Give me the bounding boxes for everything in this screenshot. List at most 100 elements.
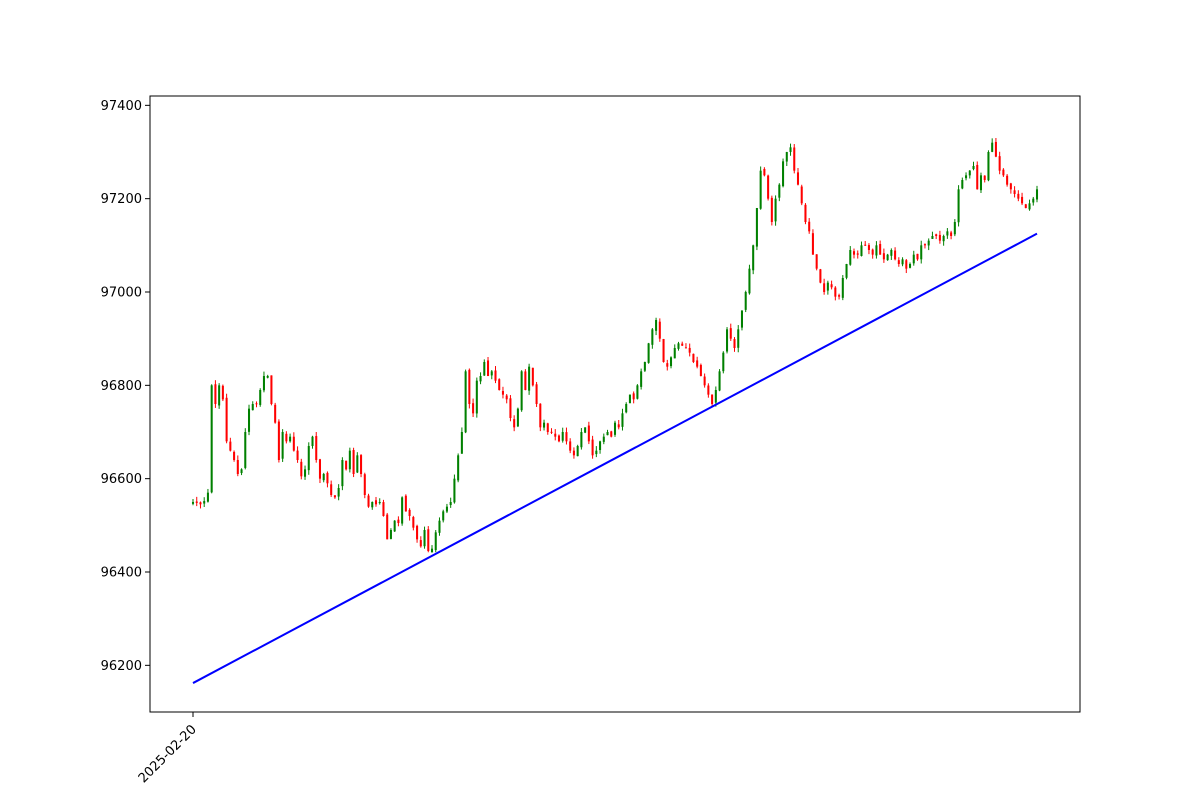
candle bbox=[389, 528, 392, 540]
candle bbox=[490, 369, 493, 380]
candle-body bbox=[401, 497, 404, 524]
candle-body bbox=[998, 156, 1001, 171]
candle-body bbox=[811, 233, 814, 255]
candle bbox=[1002, 168, 1005, 177]
candle bbox=[337, 484, 340, 501]
candle-body bbox=[345, 460, 348, 470]
candle bbox=[449, 497, 452, 508]
candle-body bbox=[341, 460, 344, 487]
candle bbox=[587, 421, 590, 445]
candle bbox=[251, 401, 254, 411]
candle bbox=[729, 323, 732, 341]
candle bbox=[942, 234, 945, 246]
y-tick-label: 97000 bbox=[101, 286, 142, 301]
candle bbox=[1032, 196, 1035, 206]
candle bbox=[655, 317, 658, 336]
candle-body bbox=[580, 432, 583, 448]
candle-body bbox=[931, 236, 934, 239]
candle bbox=[554, 429, 557, 441]
candle-body bbox=[994, 141, 997, 157]
candle bbox=[628, 394, 631, 404]
candle bbox=[408, 508, 411, 521]
candle-body bbox=[965, 175, 968, 179]
candle bbox=[931, 231, 934, 239]
candle bbox=[935, 233, 938, 240]
candle-body bbox=[389, 530, 392, 539]
candle-body bbox=[923, 244, 926, 246]
candle bbox=[378, 498, 381, 505]
candle-body bbox=[606, 432, 609, 436]
candle bbox=[826, 280, 829, 295]
candle bbox=[360, 454, 363, 478]
candle bbox=[965, 172, 968, 181]
candle bbox=[692, 353, 695, 364]
candle bbox=[830, 280, 833, 290]
candle bbox=[849, 246, 852, 266]
candle-body bbox=[292, 436, 295, 451]
candle-body bbox=[434, 532, 437, 551]
candle-body bbox=[864, 244, 867, 246]
candle bbox=[423, 526, 426, 549]
candle bbox=[468, 368, 471, 409]
candle bbox=[572, 447, 575, 459]
candle bbox=[300, 458, 303, 480]
candle-body bbox=[218, 385, 221, 406]
candle bbox=[333, 495, 336, 499]
candle-body bbox=[912, 254, 915, 264]
candle-body bbox=[528, 366, 531, 391]
candle bbox=[543, 419, 546, 431]
candle bbox=[233, 450, 236, 462]
candle bbox=[696, 356, 699, 369]
candle bbox=[427, 526, 430, 553]
candle bbox=[1009, 182, 1012, 194]
y-tick-label: 96800 bbox=[101, 379, 142, 394]
candle bbox=[808, 218, 811, 234]
candle bbox=[759, 166, 762, 210]
candle bbox=[218, 383, 221, 409]
y-tick-label: 96400 bbox=[101, 566, 142, 581]
candle bbox=[647, 342, 650, 364]
candle-body bbox=[1017, 193, 1020, 199]
candle bbox=[580, 428, 583, 450]
candle-body bbox=[565, 432, 568, 442]
candle-body bbox=[251, 404, 254, 411]
candle-body bbox=[703, 376, 706, 386]
candle bbox=[838, 293, 841, 300]
candle bbox=[636, 384, 639, 400]
candle bbox=[920, 240, 923, 264]
y-tick-label: 96200 bbox=[101, 659, 142, 674]
candle bbox=[367, 493, 370, 508]
candle-body bbox=[330, 484, 333, 495]
candle-body bbox=[778, 184, 781, 198]
candle-body bbox=[729, 328, 732, 339]
candle-body bbox=[692, 353, 695, 362]
candle-body bbox=[793, 147, 796, 171]
candle-body bbox=[524, 371, 527, 390]
candle-body bbox=[337, 488, 340, 497]
candle-body bbox=[834, 287, 837, 297]
candle bbox=[528, 363, 531, 395]
candle bbox=[774, 195, 777, 226]
candle-body bbox=[1032, 198, 1035, 203]
candle bbox=[516, 407, 519, 428]
candle-body bbox=[397, 519, 400, 523]
candle bbox=[513, 415, 516, 432]
candle-body bbox=[591, 439, 594, 456]
candle bbox=[393, 520, 396, 532]
candle-body bbox=[785, 152, 788, 162]
y-tick-label: 97400 bbox=[101, 99, 142, 114]
candle-body bbox=[946, 231, 949, 236]
candle-body bbox=[244, 432, 247, 468]
candle bbox=[1028, 199, 1031, 211]
candle bbox=[953, 219, 956, 237]
candle bbox=[800, 184, 803, 206]
candle-body bbox=[849, 250, 852, 265]
candle-body bbox=[890, 250, 893, 256]
candle bbox=[1035, 185, 1039, 203]
candle-body bbox=[289, 436, 292, 442]
candle bbox=[860, 241, 863, 257]
candle bbox=[875, 241, 878, 259]
candle-body bbox=[479, 376, 482, 382]
candle-body bbox=[826, 282, 829, 291]
candle-body bbox=[576, 446, 579, 457]
